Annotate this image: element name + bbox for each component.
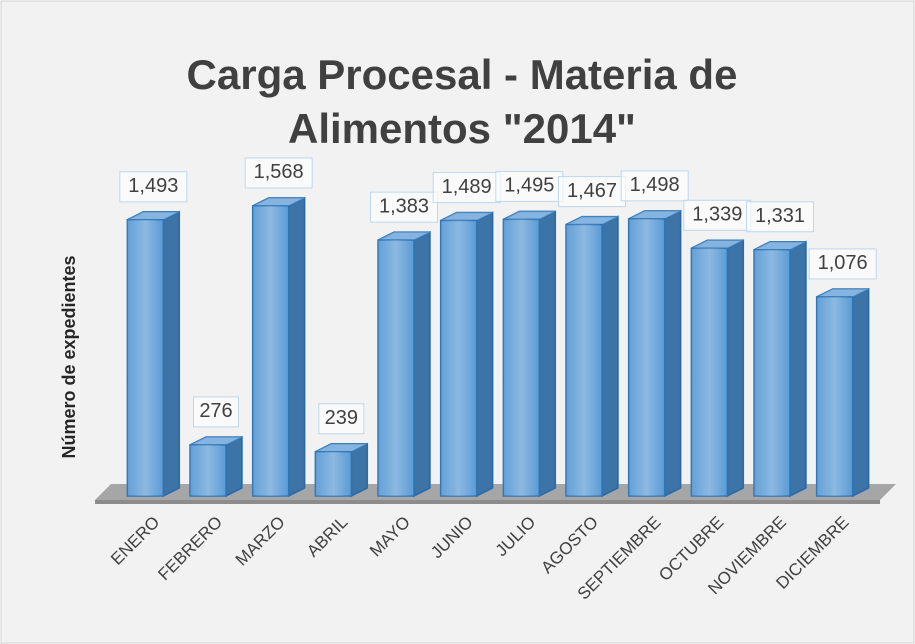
bar-top-shade [628, 210, 681, 219]
bar-highlight [440, 220, 477, 496]
bar-side-shade [852, 288, 869, 496]
bar-top-shade [127, 211, 180, 220]
bar-top-shade [754, 241, 806, 250]
data-label: 1,383 [379, 195, 429, 217]
bar-side-shade [790, 241, 806, 496]
bar-side-shade [539, 211, 556, 497]
data-label: 239 [325, 407, 358, 429]
data-label: 276 [199, 400, 232, 422]
bar-top-shade [315, 443, 368, 452]
chart-title: Carga Procesal - Materia de [187, 51, 738, 98]
data-label: 1,467 [567, 180, 617, 202]
data-label: 1,339 [692, 204, 742, 226]
bar-highlight [378, 240, 414, 496]
data-label-box [620, 170, 689, 202]
data-label: 1,495 [504, 175, 554, 197]
bar-top-shade [440, 212, 493, 221]
floor-edge [95, 500, 880, 504]
bar-highlight [691, 248, 728, 496]
data-label-box [432, 172, 501, 204]
data-label-box [808, 248, 877, 280]
bar-top-shade [252, 197, 305, 206]
bar-side-shade [351, 443, 368, 496]
y-axis-label: Número de expedientes [59, 255, 79, 458]
data-label: 1,498 [630, 174, 680, 196]
bar-top-shade [816, 288, 869, 297]
bar-highlight [503, 219, 540, 497]
bar-side-shade [602, 216, 618, 497]
bar-side-shade [727, 240, 744, 496]
bar-side-shade [226, 436, 242, 496]
bar-top-shade [190, 436, 242, 445]
data-label-box [318, 403, 365, 435]
bar-highlight [252, 205, 289, 497]
bar-highlight [127, 219, 164, 497]
data-label: 1,076 [818, 252, 868, 274]
bar-highlight [816, 296, 853, 496]
data-label: 1,331 [755, 205, 805, 227]
bar-top-shade [378, 232, 430, 241]
data-label-box [119, 171, 188, 203]
data-label-box [495, 170, 564, 202]
data-label: 1,493 [128, 175, 178, 197]
bar-side-shade [288, 197, 305, 497]
chart-title: Alimentos "2014" [288, 105, 636, 152]
bar-side-shade [163, 211, 180, 497]
bar-side-shade [414, 232, 430, 496]
bar-highlight [754, 249, 790, 496]
bar-top-shade [503, 211, 556, 220]
data-label-box [683, 199, 752, 231]
bar-top-shade [566, 216, 618, 225]
data-label-box [746, 201, 814, 233]
bar-highlight [566, 224, 602, 497]
bar-highlight [315, 451, 352, 496]
data-label-box [370, 191, 438, 223]
bar-highlight [190, 444, 226, 496]
data-label: 1,489 [442, 176, 492, 198]
bar-side-shade [476, 212, 493, 496]
bar-top-shade [691, 240, 744, 249]
data-label-box [193, 396, 239, 428]
bar-highlight [628, 218, 665, 496]
data-label-box [244, 157, 313, 189]
bar-side-shade [664, 210, 681, 496]
data-label: 1,568 [254, 161, 304, 183]
